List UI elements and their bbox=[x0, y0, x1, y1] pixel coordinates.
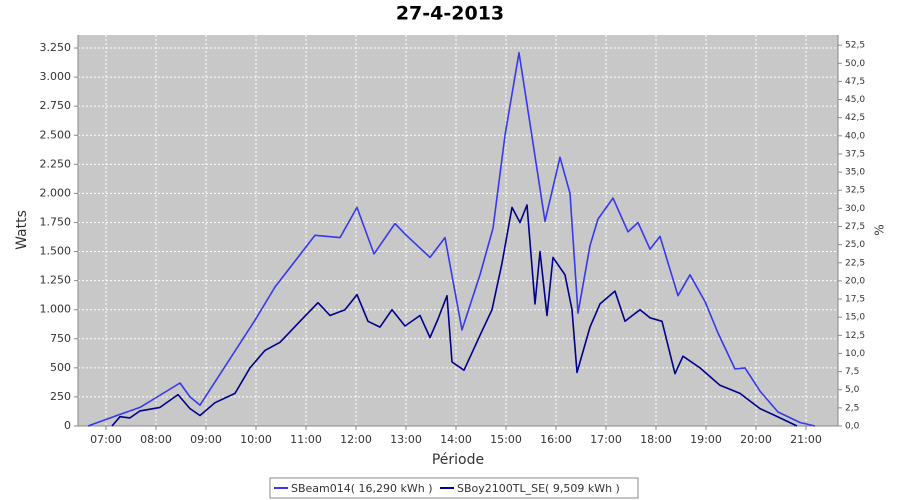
y2-tick-label: 5,0 bbox=[845, 385, 860, 395]
x-tick-label: 09:00 bbox=[190, 433, 222, 446]
y2-tick-label: 7,5 bbox=[845, 367, 859, 377]
y-tick-label: 2.000 bbox=[40, 186, 72, 199]
x-tick-label: 17:00 bbox=[590, 433, 622, 446]
y-tick-label: 3.000 bbox=[40, 70, 72, 83]
y-tick-label: 250 bbox=[50, 390, 71, 403]
legend-label: SBeam014( 16,290 kWh ) bbox=[291, 482, 433, 495]
y-tick-label: 1.250 bbox=[40, 274, 72, 287]
x-tick-label: 18:00 bbox=[640, 433, 672, 446]
y2-tick-label: 30,0 bbox=[845, 204, 865, 214]
x-tick-label: 08:00 bbox=[140, 433, 172, 446]
y2-tick-label: 22,5 bbox=[845, 258, 865, 268]
x-tick-label: 19:00 bbox=[690, 433, 722, 446]
x-axis-label: Période bbox=[432, 452, 484, 468]
x-tick-label: 14:00 bbox=[440, 433, 472, 446]
y-tick-label: 500 bbox=[50, 361, 71, 374]
y2-tick-label: 37,5 bbox=[845, 149, 865, 159]
series-line bbox=[87, 51, 816, 427]
y2-tick-label: 20,0 bbox=[845, 276, 865, 286]
x-tick-label: 21:00 bbox=[790, 433, 822, 446]
y-tick-label: 2.250 bbox=[40, 157, 72, 170]
y-axis-label: Watts bbox=[14, 210, 30, 250]
y2-tick-label: 45,0 bbox=[845, 95, 865, 105]
x-tick-label: 12:00 bbox=[340, 433, 372, 446]
y2-tick-label: 50,0 bbox=[845, 59, 865, 69]
y-tick-label: 2.750 bbox=[40, 99, 72, 112]
legend-label: SBoy2100TL_SE( 9,509 kWh ) bbox=[457, 482, 620, 495]
y-tick-label: 1.000 bbox=[40, 303, 72, 316]
y-tick-label: 1.750 bbox=[40, 215, 72, 228]
y2-tick-label: 17,5 bbox=[845, 295, 865, 305]
x-tick-label: 13:00 bbox=[390, 433, 422, 446]
x-tick-label: 20:00 bbox=[740, 433, 772, 446]
y-tick-label: 0 bbox=[64, 419, 71, 432]
y2-tick-label: 32,5 bbox=[845, 186, 865, 196]
y-tick-label: 750 bbox=[50, 332, 71, 345]
series-line bbox=[111, 204, 798, 427]
y2-tick-label: 10,0 bbox=[845, 349, 865, 359]
plot-area bbox=[78, 35, 838, 426]
y2-tick-label: 42,5 bbox=[845, 113, 865, 123]
y2-tick-label: 25,0 bbox=[845, 240, 865, 250]
y2-tick-label: 40,0 bbox=[845, 131, 865, 141]
y-tick-label: 1.500 bbox=[40, 245, 72, 258]
y2-tick-label: 35,0 bbox=[845, 168, 865, 178]
y2-tick-label: 27,5 bbox=[845, 222, 865, 232]
y2-tick-label: 15,0 bbox=[845, 313, 865, 323]
x-tick-label: 11:00 bbox=[290, 433, 322, 446]
y2-tick-label: 0,0 bbox=[845, 422, 860, 432]
y-tick-label: 3.250 bbox=[40, 41, 72, 54]
y-tick-label: 2.500 bbox=[40, 128, 72, 141]
x-tick-label: 16:00 bbox=[540, 433, 572, 446]
x-tick-label: 07:00 bbox=[90, 433, 122, 446]
y2-tick-label: 2,5 bbox=[845, 403, 859, 413]
x-tick-label: 15:00 bbox=[490, 433, 522, 446]
y2-tick-label: 47,5 bbox=[845, 77, 865, 87]
chart-title: 27-4-2013 bbox=[396, 3, 504, 25]
y2-tick-label: 12,5 bbox=[845, 331, 865, 341]
y2-tick-label: 52,5 bbox=[845, 41, 865, 51]
y2-axis-label: % bbox=[873, 224, 887, 235]
x-tick-label: 10:00 bbox=[240, 433, 272, 446]
